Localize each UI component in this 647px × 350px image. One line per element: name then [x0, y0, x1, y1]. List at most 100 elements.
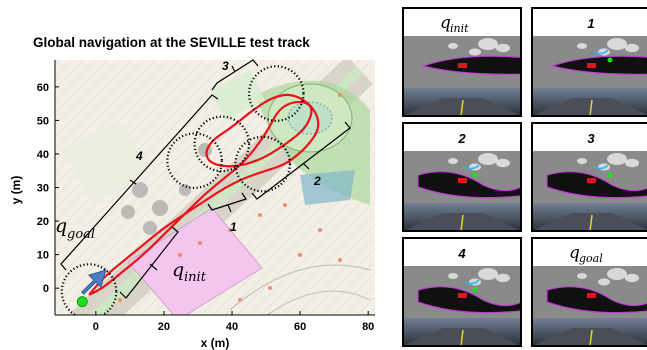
free-space-blob: [552, 56, 647, 75]
robot-footprint: [458, 178, 467, 183]
obstacle-patch: [598, 278, 610, 286]
segment-brackets: [60, 59, 351, 299]
x-tick-label: 20: [158, 321, 170, 333]
obstacle-patch: [496, 158, 510, 168]
sensor-range-circle: [193, 115, 251, 173]
q-init-sub: init: [184, 270, 207, 285]
obstacle-patch: [448, 273, 458, 279]
obstacle-patch: [607, 153, 627, 165]
y-axis-label: y (m): [9, 176, 23, 205]
robot-footprint: [458, 63, 467, 68]
obstacle-patch: [478, 38, 498, 50]
x-tick-label: 0: [93, 321, 99, 333]
camera-road: [532, 328, 647, 346]
q-goal-main: q: [55, 215, 67, 237]
robot-footprint: [587, 293, 596, 298]
panel-label: 1: [587, 16, 594, 31]
robot-footprint: [587, 63, 596, 68]
panel-label: 2: [457, 131, 466, 146]
segment-label-4: 4: [135, 149, 143, 163]
lane-marking: [589, 329, 593, 346]
panel-0: q init: [402, 7, 522, 117]
obstacle-patch: [625, 273, 639, 283]
path-arc: [464, 279, 480, 285]
segment-label-2: 2: [313, 174, 321, 188]
obstacle-patch: [448, 43, 458, 49]
obstacle-patch: [625, 158, 639, 168]
lane-marking: [589, 214, 593, 231]
free-space-border: [417, 286, 521, 314]
path-arc: [464, 164, 480, 170]
y-tick-label: 20: [37, 216, 49, 228]
q-init-main: q: [172, 259, 184, 281]
panel-3: 3: [531, 122, 647, 232]
goal-marker: [76, 296, 88, 308]
q-goal-label: q goal: [55, 215, 95, 242]
sensor-range-circle: [234, 135, 291, 193]
x-tick-label: 60: [294, 321, 306, 333]
free-space-border: [549, 55, 647, 75]
q-goal-sub: goal: [67, 227, 95, 242]
sensor-range-circle: [60, 263, 118, 315]
lane-marking: [460, 214, 464, 231]
segment-label-1: 1: [230, 220, 237, 234]
obstacle-patch: [625, 43, 639, 53]
panel-frame: [531, 237, 647, 347]
path-arc: [593, 164, 609, 170]
sensor-range-circle: [166, 132, 223, 189]
waypoint-marker: [607, 172, 613, 178]
y-ticks: 0 10 20 30 40 50 60: [37, 82, 59, 295]
path-arc: [593, 49, 609, 55]
lane-marking: [589, 99, 593, 116]
segment-label-3: 3: [222, 59, 229, 73]
obstacle-patch: [469, 48, 481, 56]
free-space-blob: [423, 56, 521, 75]
y-tick-label: 40: [37, 149, 49, 161]
panel-4: 4: [402, 237, 522, 347]
free-space-border: [420, 55, 521, 75]
y-tick-label: 0: [43, 283, 49, 295]
panel-label: 3: [587, 131, 595, 146]
obstacle-patch: [478, 153, 498, 165]
x-tick-label: 80: [362, 321, 374, 333]
panel-frame: [531, 7, 647, 117]
panel-frame: [402, 122, 522, 232]
free-space-blob: [547, 286, 647, 313]
y-tick-label: 60: [37, 82, 49, 94]
panel-q-sub: init: [450, 22, 469, 35]
free-space-blob: [547, 171, 647, 198]
axes: 0 20 40 60 80 0 10 20 30 40 50 60: [37, 60, 375, 333]
obstacle-patch: [607, 38, 627, 50]
q-init-label: q init: [172, 259, 207, 285]
camera-road: [532, 98, 647, 116]
waypoint-marker: [472, 172, 478, 178]
robot-footprint: [458, 293, 467, 298]
lane-marking: [460, 99, 464, 116]
lane-marking: [460, 329, 464, 346]
y-tick-label: 50: [37, 115, 49, 127]
x-axis-label: x (m): [201, 336, 230, 350]
free-space-border: [417, 171, 521, 199]
panel-5: q goal: [531, 237, 647, 347]
obstacle-patch: [496, 273, 510, 283]
y-tick-label: 30: [37, 183, 49, 195]
trajectory-line: [88, 93, 320, 296]
y-tick-label: 10: [37, 250, 49, 262]
panel-frame: [402, 237, 522, 347]
robot-arrow-icon: [81, 269, 107, 295]
camera-panels: q init 1 2 3 4 q goal: [402, 7, 647, 347]
robot-footprint: [587, 178, 596, 183]
waypoint-marker: [472, 287, 478, 293]
obstacle-patch: [577, 273, 587, 279]
obstacle-patch: [496, 43, 510, 53]
waypoint-marker: [607, 57, 613, 63]
panel-1: 1: [531, 7, 647, 117]
obstacle-patch: [478, 268, 498, 280]
trajectory-layer: [60, 65, 320, 315]
map-background: [55, 60, 375, 315]
free-space-blob: [418, 171, 521, 198]
x-tick-label: 40: [226, 321, 238, 333]
panel-label: 4: [457, 246, 466, 261]
figure-title: Global navigation at the SEVILLE test tr…: [33, 35, 310, 50]
